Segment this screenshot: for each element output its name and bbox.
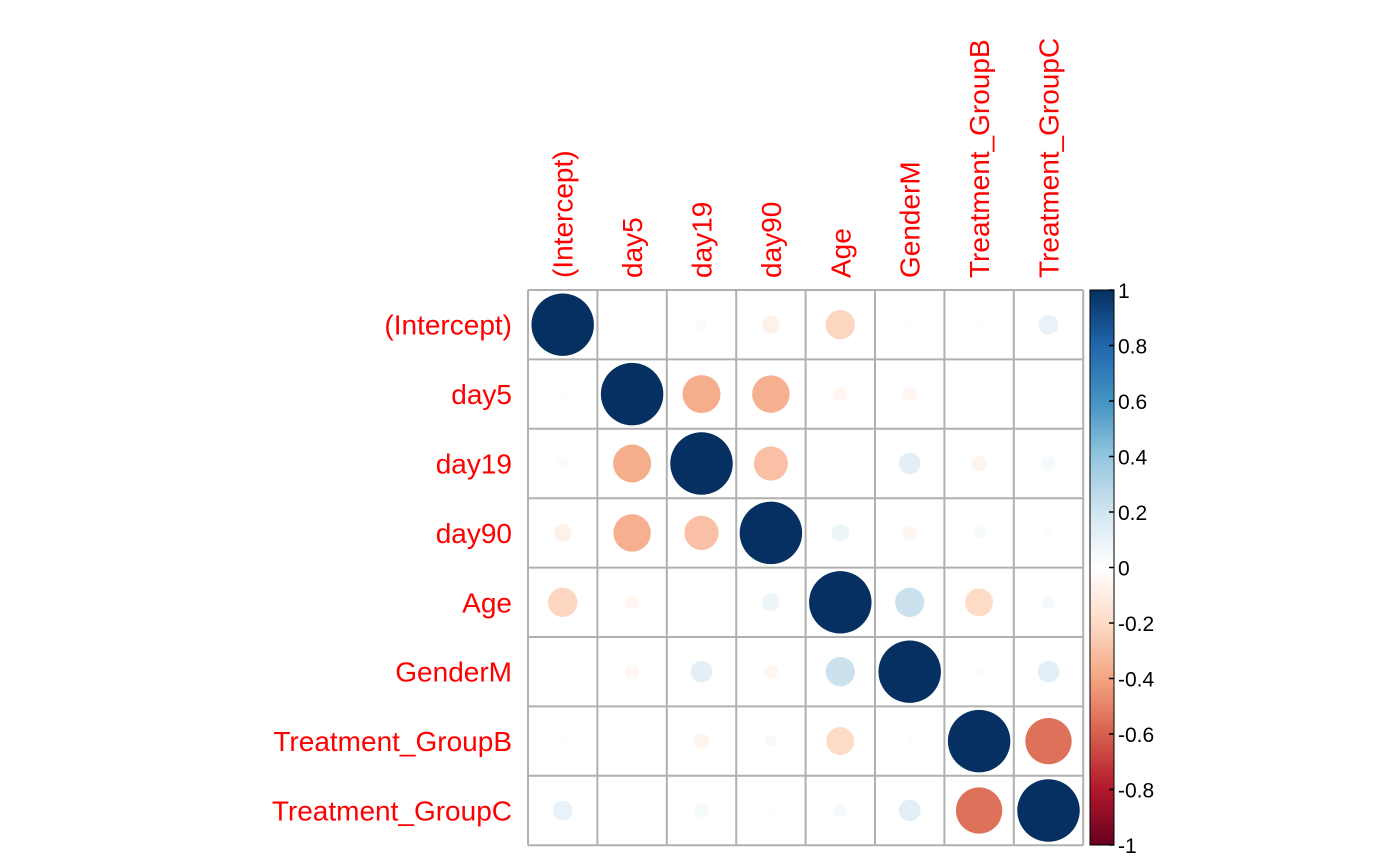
correlation-circle-7-6 [955, 787, 1003, 834]
correlation-circle-3-5 [902, 525, 917, 540]
colorbar-tick-label: 0 [1118, 558, 1130, 581]
column-label: day5 [617, 217, 648, 278]
correlation-circle-4-6 [965, 588, 994, 617]
correlation-circle-3-4 [831, 524, 850, 542]
correlation-circle-1-4 [833, 387, 848, 402]
correlation-circles [531, 293, 1080, 842]
column-label: (Intercept) [548, 150, 579, 278]
correlation-circle-7-4 [833, 803, 848, 818]
correlation-circle-6-0 [558, 736, 568, 746]
correlation-circle-4-1 [625, 595, 640, 610]
colorbar-tick-label: -0.8 [1118, 780, 1154, 803]
correlation-circle-2-0 [557, 458, 569, 469]
correlation-circle-0-3 [762, 315, 780, 334]
correlation-circle-4-3 [762, 593, 780, 612]
correlation-circle-6-4 [826, 727, 855, 756]
correlation-circle-7-3 [766, 806, 776, 815]
correlation-circle-0-0 [531, 293, 594, 356]
correlation-circle-0-6 [974, 320, 984, 330]
correlation-circle-3-3 [739, 501, 803, 565]
correlation-circle-1-7 [1045, 390, 1052, 398]
row-label: Treatment_GroupB [273, 726, 512, 757]
correlation-circle-0-7 [1038, 314, 1059, 335]
correlation-circle-7-0 [552, 800, 573, 821]
correlation-circle-2-2 [670, 432, 733, 495]
correlation-circle-1-0 [559, 390, 566, 398]
colorbar-tick-label: 0.2 [1118, 502, 1147, 525]
correlation-circle-0-2 [696, 319, 707, 331]
column-label: Treatment_GroupC [1034, 38, 1065, 278]
correlation-circle-2-7 [1041, 456, 1056, 471]
colorbar-legend: 1 0.8 0.6 0.4 0.2 0 -0.2 -0.4 -0.6 -0.8 -1 [1089, 280, 1155, 858]
correlation-circle-5-5 [878, 640, 941, 703]
correlation-circle-4-4 [809, 571, 872, 634]
row-label: Treatment_GroupC [272, 796, 512, 827]
correlation-circle-1-1 [600, 362, 664, 426]
colorbar-tick-label: -0.2 [1118, 613, 1154, 636]
correlation-circle-6-6 [947, 709, 1011, 773]
correlation-circle-3-2 [684, 515, 719, 551]
correlation-circle-7-1 [628, 807, 636, 814]
correlation-circle-4-7 [1041, 595, 1056, 610]
correlation-circle-7-2 [694, 803, 709, 818]
correlation-circle-7-7 [1017, 779, 1080, 842]
row-label: day5 [451, 379, 512, 410]
row-label: day90 [436, 518, 512, 549]
colorbar-ticks: 1 0.8 0.6 0.4 0.2 0 -0.2 -0.4 -0.6 -0.8 -1 [1109, 280, 1155, 858]
correlation-circle-7-5 [898, 799, 921, 822]
correlation-circle-2-6 [971, 455, 987, 472]
colorbar-tick-label: 0.6 [1118, 391, 1147, 414]
correlation-circle-5-2 [690, 660, 713, 683]
correlation-circle-4-5 [895, 587, 925, 617]
matrix-grid [527, 289, 1085, 847]
colorbar-tick-label: -0.6 [1118, 724, 1154, 747]
correlation-circle-1-5 [902, 387, 917, 402]
row-label: Age [462, 587, 512, 618]
correlation-circle-6-2 [693, 733, 710, 749]
correlation-circle-2-1 [613, 444, 652, 483]
correlation-circle-3-1 [613, 514, 651, 552]
correlation-circle-4-0 [548, 587, 578, 617]
correlation-circle-5-6 [974, 667, 984, 677]
row-label: day19 [436, 449, 512, 480]
correlation-circle-5-0 [559, 668, 566, 675]
row-label: (Intercept) [384, 310, 512, 341]
correlation-circle-5-4 [825, 657, 855, 687]
colorbar-tick-label: -1 [1118, 835, 1137, 858]
correlation-circle-0-5 [906, 321, 913, 328]
column-label: day19 [687, 202, 718, 278]
column-labels: (Intercept) day5 day19 day90 Age GenderM Treat… [548, 38, 1065, 278]
correlation-circle-5-3 [763, 664, 778, 679]
correlation-circle-0-1 [628, 321, 636, 328]
correlation-circle-3-0 [553, 524, 572, 542]
correlation-circle-6-5 [905, 736, 915, 746]
correlation-circle-2-3 [753, 446, 789, 481]
correlation-circle-2-5 [898, 452, 921, 475]
colorbar-tick-label: 1 [1118, 280, 1130, 303]
correlation-circle-3-6 [972, 526, 986, 540]
correlation-circle-5-7 [1037, 660, 1060, 683]
correlation-circle-0-4 [825, 310, 855, 340]
row-label: GenderM [395, 657, 512, 688]
correlation-circle-6-3 [764, 734, 778, 748]
correlation-circle-6-7 [1025, 717, 1072, 765]
column-label: GenderM [895, 161, 926, 278]
colorbar-tick-label: -0.4 [1118, 669, 1155, 692]
correlation-circle-1-2 [682, 375, 721, 414]
column-label: Treatment_GroupB [964, 39, 995, 278]
colorbar-tick-label: 0.8 [1118, 336, 1147, 359]
colorbar-tick-label: 0.4 [1118, 447, 1148, 470]
column-label: day90 [756, 202, 787, 278]
correlation-circle-3-7 [1044, 528, 1053, 538]
column-label: Age [825, 228, 856, 278]
correlation-circle-5-1 [625, 664, 640, 679]
correlation-circle-1-3 [752, 375, 790, 413]
row-labels: (Intercept) day5 day19 day90 Age GenderM Treat… [272, 310, 512, 827]
